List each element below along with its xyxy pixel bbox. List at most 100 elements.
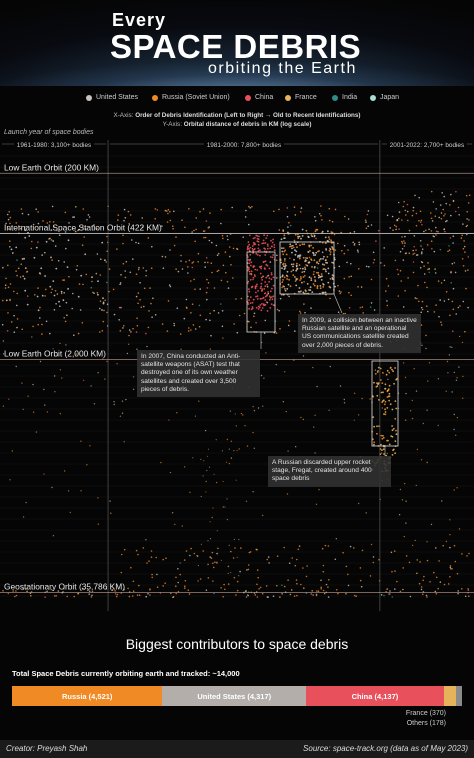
debris-point	[195, 228, 197, 231]
debris-point	[228, 246, 231, 248]
debris-point	[106, 235, 108, 238]
debris-point	[136, 594, 139, 596]
debris-point	[188, 208, 190, 210]
debris-point	[151, 573, 153, 576]
debris-point	[316, 385, 318, 388]
debris-point	[404, 209, 407, 212]
debris-point	[255, 321, 257, 324]
debris-point	[276, 555, 279, 557]
debris-point	[117, 214, 120, 216]
debris-point	[372, 251, 375, 254]
debris-point	[282, 253, 285, 256]
debris-point	[135, 241, 137, 244]
debris-point	[145, 274, 147, 277]
debris-point	[225, 271, 227, 274]
debris-point	[357, 251, 359, 253]
debris-point	[384, 383, 387, 386]
debris-point	[287, 324, 290, 327]
debris-point	[391, 408, 394, 411]
debris-point	[137, 292, 140, 294]
debris-point	[430, 240, 433, 242]
debris-point	[183, 317, 186, 320]
debris-point	[226, 519, 228, 521]
debris-point	[306, 257, 308, 259]
debris-point	[131, 239, 133, 241]
debris-point	[50, 588, 53, 591]
debris-point	[392, 370, 394, 373]
debris-point	[401, 236, 403, 238]
debris-point	[253, 410, 256, 412]
debris-point	[184, 585, 186, 587]
debris-point	[254, 243, 257, 246]
debris-point	[220, 303, 222, 305]
debris-point	[176, 307, 179, 309]
debris-point	[405, 252, 407, 254]
debris-point	[212, 562, 214, 565]
debris-point	[353, 419, 355, 421]
debris-point	[183, 559, 186, 561]
debris-point	[289, 243, 292, 246]
debris-point	[377, 370, 379, 372]
debris-point	[402, 588, 404, 591]
debris-point	[246, 445, 249, 447]
debris-point	[114, 590, 116, 592]
debris-point	[254, 236, 256, 239]
debris-point	[210, 557, 213, 559]
debris-point	[123, 441, 125, 443]
debris-point	[222, 596, 224, 598]
debris-point	[426, 286, 428, 289]
debris-point	[411, 399, 413, 402]
debris-point	[200, 495, 202, 498]
debris-point	[290, 589, 293, 591]
debris-point	[323, 268, 325, 270]
debris-point	[29, 592, 32, 595]
debris-point	[380, 391, 383, 394]
contributors-title: Biggest contributors to space debris	[125, 636, 349, 652]
debris-point	[318, 274, 320, 277]
debris-point	[149, 594, 151, 596]
debris-point	[461, 588, 463, 590]
debris-point	[135, 273, 138, 275]
debris-point	[402, 306, 405, 308]
debris-point	[268, 281, 270, 283]
debris-point	[295, 579, 298, 581]
debris-point	[150, 550, 153, 552]
debris-point	[89, 445, 91, 447]
debris-point	[318, 213, 321, 215]
debris-point	[44, 275, 46, 277]
debris-point	[105, 261, 107, 263]
debris-point	[136, 325, 139, 327]
debris-point	[385, 277, 388, 280]
debris-point	[379, 367, 382, 370]
debris-point	[259, 586, 262, 589]
debris-point	[289, 245, 291, 248]
debris-point	[275, 259, 278, 262]
debris-point	[373, 258, 376, 261]
debris-point	[291, 247, 293, 250]
debris-point	[401, 219, 403, 221]
debris-point	[161, 255, 164, 258]
debris-point	[211, 241, 213, 244]
debris-point	[452, 287, 455, 290]
debris-point	[403, 240, 405, 242]
debris-point	[308, 244, 311, 247]
debris-point	[181, 219, 183, 221]
debris-point	[166, 221, 169, 223]
debris-point	[82, 208, 85, 210]
debris-point	[248, 299, 251, 301]
debris-point	[465, 194, 468, 197]
debris-point	[304, 274, 306, 277]
debris-point	[461, 341, 464, 344]
debris-point	[269, 295, 271, 297]
debris-point	[119, 306, 121, 309]
debris-point	[254, 268, 257, 271]
debris-point	[251, 245, 254, 247]
debris-point	[80, 490, 82, 492]
debris-point	[132, 258, 134, 260]
debris-point	[236, 580, 239, 583]
debris-point	[315, 251, 318, 254]
debris-point	[430, 230, 433, 232]
debris-point	[76, 265, 79, 267]
debris-point	[456, 572, 459, 575]
debris-point	[221, 450, 223, 452]
